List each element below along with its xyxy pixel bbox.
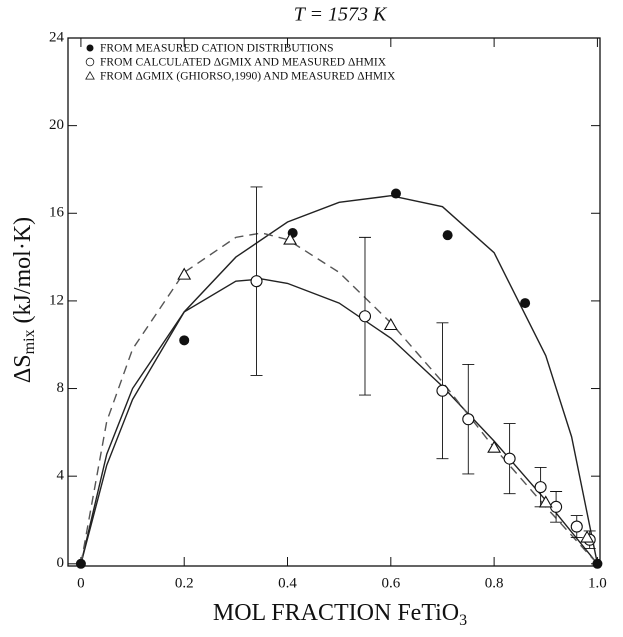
point — [383, 317, 398, 331]
y-tick-label: 0 — [57, 555, 65, 571]
point — [283, 232, 298, 245]
point — [538, 495, 553, 508]
x-tick-label: 1.0 — [588, 575, 607, 591]
legend-label: FROM MEASURED CATION DISTRIBUTIONS — [100, 43, 334, 55]
curve — [80, 232, 598, 565]
legend-label: FROM CALCULATED ΔGMIX AND MEASURED ΔHMIX — [100, 57, 387, 69]
plot-frame — [67, 37, 601, 567]
point — [179, 335, 190, 346]
point — [442, 230, 453, 241]
point — [436, 384, 449, 397]
point — [250, 275, 263, 288]
x-tick-label: 0 — [77, 575, 85, 591]
legend-marker — [85, 71, 95, 80]
chart-title: T = 1573 K — [294, 4, 388, 26]
point — [390, 188, 401, 199]
y-tick-label: 20 — [49, 117, 64, 133]
point — [503, 452, 516, 465]
point — [580, 530, 595, 543]
legend-marker — [85, 57, 95, 67]
point — [487, 440, 502, 453]
point — [462, 413, 475, 426]
legend-label: FROM ΔGMIX (GHIORSO,1990) AND MEASURED Δ… — [100, 71, 396, 83]
y-tick-label: 8 — [57, 380, 65, 396]
x-tick-label: 0.6 — [381, 575, 400, 591]
curve — [80, 278, 598, 565]
x-axis-label: MOL FRACTION FeTiO3 — [213, 600, 467, 629]
y-tick-label: 4 — [57, 468, 65, 484]
y-tick-label: 24 — [49, 29, 65, 45]
y-axis-label: ΔSmix(kJ/mol·K) — [10, 217, 38, 383]
x-tick-label: 0.4 — [278, 575, 297, 591]
point — [75, 558, 86, 569]
point — [534, 481, 547, 494]
legend-marker — [86, 44, 94, 52]
curve — [80, 195, 599, 564]
x-tick-label: 0.8 — [485, 575, 504, 591]
point — [570, 520, 583, 533]
y-tick-label: 16 — [49, 205, 65, 221]
point — [520, 298, 531, 309]
x-tick-label: 0.2 — [175, 575, 194, 591]
y-tick-label: 12 — [49, 292, 64, 308]
point — [358, 310, 372, 323]
point — [177, 267, 192, 280]
point — [592, 558, 603, 569]
